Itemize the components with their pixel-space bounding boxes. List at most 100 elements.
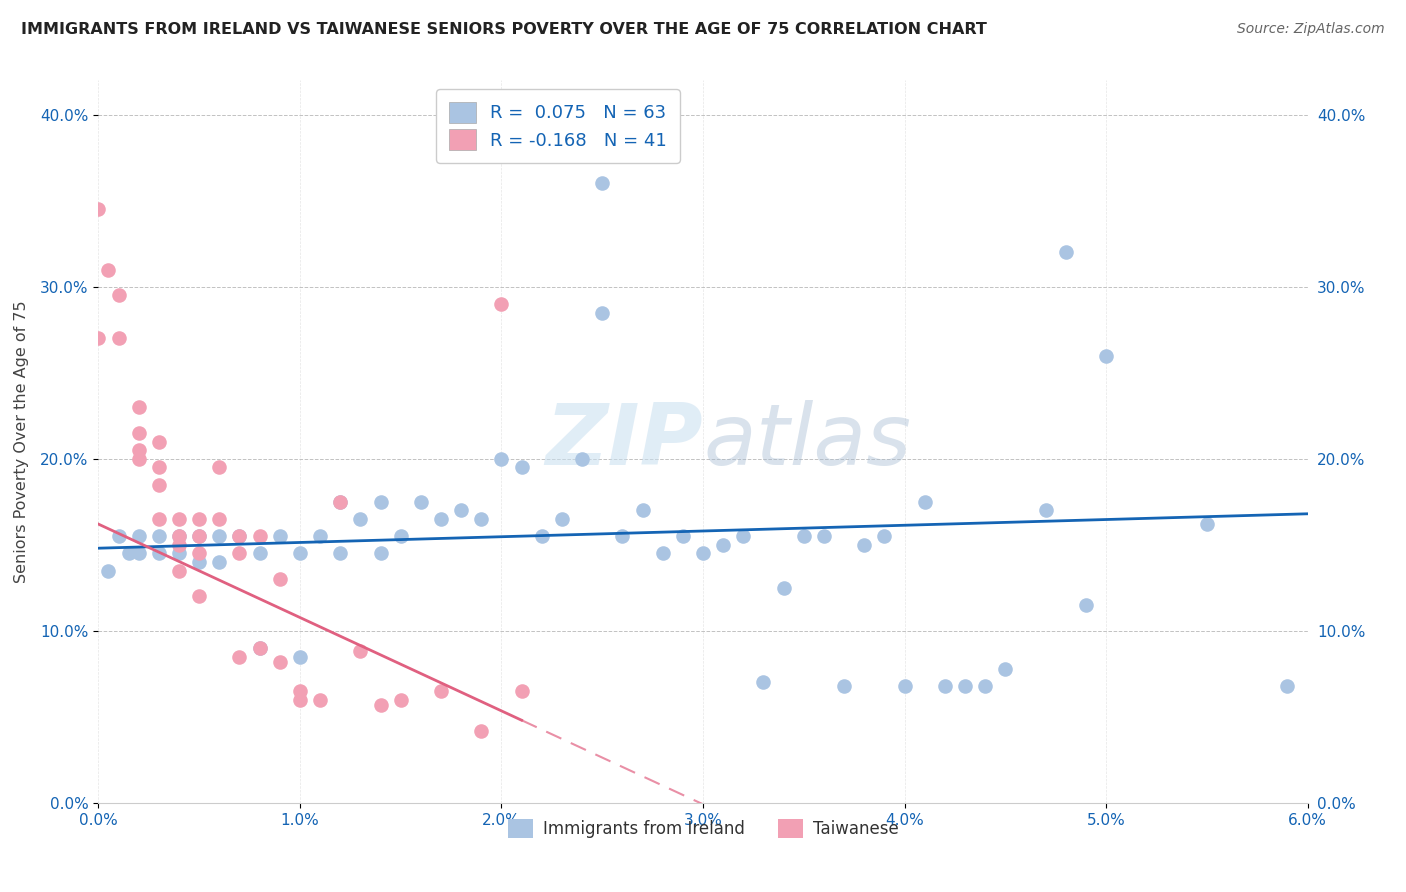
Point (167, 529, 190, 543)
Point (772, 581, 794, 595)
Point (148, 546, 170, 560)
Legend: Immigrants from Ireland, Taiwanese: Immigrants from Ireland, Taiwanese (501, 813, 905, 845)
Point (430, 512, 453, 526)
Point (631, 503, 654, 517)
Point (1035, 503, 1057, 517)
Point (128, 400, 150, 414)
Point (832, 679, 855, 693)
Point (97, 262, 120, 277)
Point (974, 679, 997, 693)
Point (1195, 517, 1218, 532)
Point (389, 529, 412, 543)
Point (329, 494, 352, 508)
Point (148, 460, 170, 475)
Point (692, 546, 714, 560)
Point (288, 684, 311, 698)
Point (389, 692, 412, 706)
Point (167, 529, 190, 543)
Point (1074, 598, 1097, 612)
Point (228, 546, 250, 560)
Point (530, 529, 553, 543)
Text: ZIP: ZIP (546, 400, 703, 483)
Text: atlas: atlas (703, 400, 911, 483)
Point (128, 443, 150, 458)
Point (510, 460, 533, 475)
Point (208, 529, 231, 543)
Point (107, 288, 129, 302)
Point (370, 698, 392, 712)
Point (672, 529, 695, 543)
Point (349, 512, 371, 526)
Point (370, 546, 392, 560)
Point (269, 529, 291, 543)
Point (370, 494, 392, 508)
Point (793, 529, 815, 543)
Point (591, 305, 613, 319)
Point (167, 538, 190, 552)
Point (148, 434, 170, 449)
Point (249, 546, 271, 560)
Point (450, 503, 472, 517)
Point (167, 564, 190, 578)
Point (470, 512, 492, 526)
Point (188, 590, 211, 604)
Text: IMMIGRANTS FROM IRELAND VS TAIWANESE SENIORS POVERTY OVER THE AGE OF 75 CORRELAT: IMMIGRANTS FROM IRELAND VS TAIWANESE SEN… (21, 22, 987, 37)
Point (853, 538, 876, 552)
Point (288, 546, 311, 560)
Point (208, 460, 231, 475)
Point (309, 529, 332, 543)
Point (269, 655, 291, 669)
Point (249, 640, 271, 655)
Point (914, 494, 936, 508)
Point (612, 529, 634, 543)
Point (188, 546, 211, 560)
Point (188, 529, 211, 543)
Point (87, 331, 110, 345)
Point (228, 529, 250, 543)
Point (188, 529, 211, 543)
Point (409, 494, 432, 508)
Point (228, 649, 250, 664)
Point (148, 477, 170, 491)
Point (591, 177, 613, 191)
Point (288, 649, 311, 664)
Point (349, 644, 371, 658)
Point (430, 684, 453, 698)
Point (87, 202, 110, 217)
Point (934, 679, 956, 693)
Y-axis label: Seniors Poverty Over the Age of 75: Seniors Poverty Over the Age of 75 (14, 301, 30, 582)
Point (329, 546, 352, 560)
Text: Source: ZipAtlas.com: Source: ZipAtlas.com (1237, 22, 1385, 37)
Point (118, 546, 141, 560)
Point (893, 679, 915, 693)
Point (711, 538, 734, 552)
Point (813, 529, 835, 543)
Point (329, 494, 352, 508)
Point (128, 451, 150, 466)
Point (288, 692, 311, 706)
Point (228, 529, 250, 543)
Point (752, 675, 775, 690)
Point (208, 512, 231, 526)
Point (551, 512, 574, 526)
Point (249, 640, 271, 655)
Point (994, 662, 1017, 676)
Point (269, 572, 291, 586)
Point (1095, 349, 1118, 363)
Point (188, 512, 211, 526)
Point (188, 555, 211, 569)
Point (953, 679, 976, 693)
Point (309, 692, 332, 706)
Point (148, 512, 170, 526)
Point (208, 555, 231, 569)
Point (128, 546, 150, 560)
Point (470, 723, 492, 738)
Point (167, 512, 190, 526)
Point (107, 331, 129, 345)
Point (128, 529, 150, 543)
Point (491, 451, 513, 466)
Point (733, 529, 755, 543)
Point (491, 297, 513, 311)
Point (249, 529, 271, 543)
Point (1277, 679, 1299, 693)
